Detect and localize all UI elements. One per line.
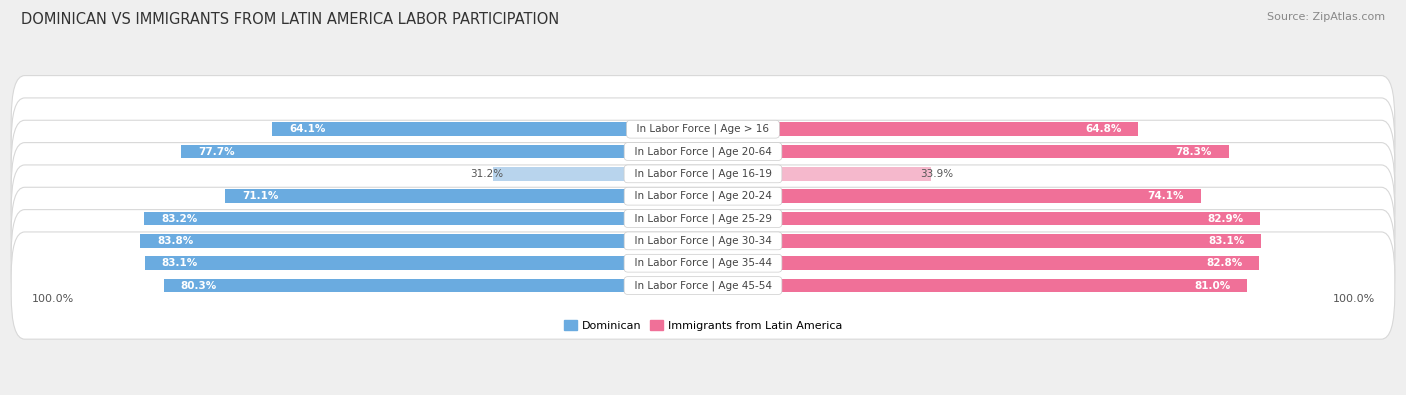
- Text: 71.1%: 71.1%: [242, 191, 278, 201]
- Text: 74.1%: 74.1%: [1147, 191, 1184, 201]
- Text: In Labor Force | Age 16-19: In Labor Force | Age 16-19: [627, 169, 779, 179]
- Text: In Labor Force | Age 35-44: In Labor Force | Age 35-44: [627, 258, 779, 269]
- FancyBboxPatch shape: [11, 98, 1395, 205]
- Bar: [703, 234, 1261, 248]
- FancyBboxPatch shape: [11, 232, 1395, 339]
- Bar: [703, 256, 1260, 270]
- FancyBboxPatch shape: [11, 165, 1395, 272]
- Text: DOMINICAN VS IMMIGRANTS FROM LATIN AMERICA LABOR PARTICIPATION: DOMINICAN VS IMMIGRANTS FROM LATIN AMERI…: [21, 12, 560, 27]
- Bar: [494, 167, 703, 181]
- Bar: [145, 256, 703, 270]
- FancyBboxPatch shape: [11, 120, 1395, 228]
- Text: 82.8%: 82.8%: [1206, 258, 1243, 268]
- Bar: [163, 278, 703, 292]
- Text: 83.8%: 83.8%: [157, 236, 193, 246]
- Text: 77.7%: 77.7%: [198, 147, 235, 156]
- Bar: [703, 145, 1229, 158]
- Bar: [703, 122, 1139, 136]
- Text: In Labor Force | Age 25-29: In Labor Force | Age 25-29: [627, 213, 779, 224]
- Text: 100.0%: 100.0%: [31, 294, 73, 304]
- Text: 64.1%: 64.1%: [290, 124, 326, 134]
- FancyBboxPatch shape: [11, 75, 1395, 183]
- Bar: [273, 122, 703, 136]
- FancyBboxPatch shape: [11, 210, 1395, 317]
- Text: In Labor Force | Age 20-24: In Labor Force | Age 20-24: [628, 191, 778, 201]
- FancyBboxPatch shape: [11, 143, 1395, 250]
- Text: 82.9%: 82.9%: [1206, 214, 1243, 224]
- Text: 83.1%: 83.1%: [162, 258, 198, 268]
- Bar: [703, 278, 1247, 292]
- Text: 83.2%: 83.2%: [160, 214, 197, 224]
- Text: 33.9%: 33.9%: [921, 169, 953, 179]
- Text: 83.1%: 83.1%: [1208, 236, 1244, 246]
- Legend: Dominican, Immigrants from Latin America: Dominican, Immigrants from Latin America: [560, 316, 846, 335]
- Bar: [225, 189, 703, 203]
- Text: 64.8%: 64.8%: [1085, 124, 1122, 134]
- Text: Source: ZipAtlas.com: Source: ZipAtlas.com: [1267, 12, 1385, 22]
- Text: In Labor Force | Age 30-34: In Labor Force | Age 30-34: [628, 236, 778, 246]
- Text: In Labor Force | Age 20-64: In Labor Force | Age 20-64: [628, 146, 778, 157]
- Bar: [181, 145, 703, 158]
- Bar: [703, 189, 1201, 203]
- Bar: [703, 212, 1260, 226]
- Text: In Labor Force | Age 45-54: In Labor Force | Age 45-54: [627, 280, 779, 291]
- Text: In Labor Force | Age > 16: In Labor Force | Age > 16: [630, 124, 776, 134]
- Text: 100.0%: 100.0%: [1333, 294, 1375, 304]
- Text: 80.3%: 80.3%: [180, 280, 217, 291]
- FancyBboxPatch shape: [11, 187, 1395, 295]
- Text: 78.3%: 78.3%: [1175, 147, 1212, 156]
- Bar: [141, 234, 703, 248]
- Bar: [703, 167, 931, 181]
- Text: 81.0%: 81.0%: [1194, 280, 1230, 291]
- Text: 31.2%: 31.2%: [471, 169, 503, 179]
- Bar: [145, 212, 703, 226]
